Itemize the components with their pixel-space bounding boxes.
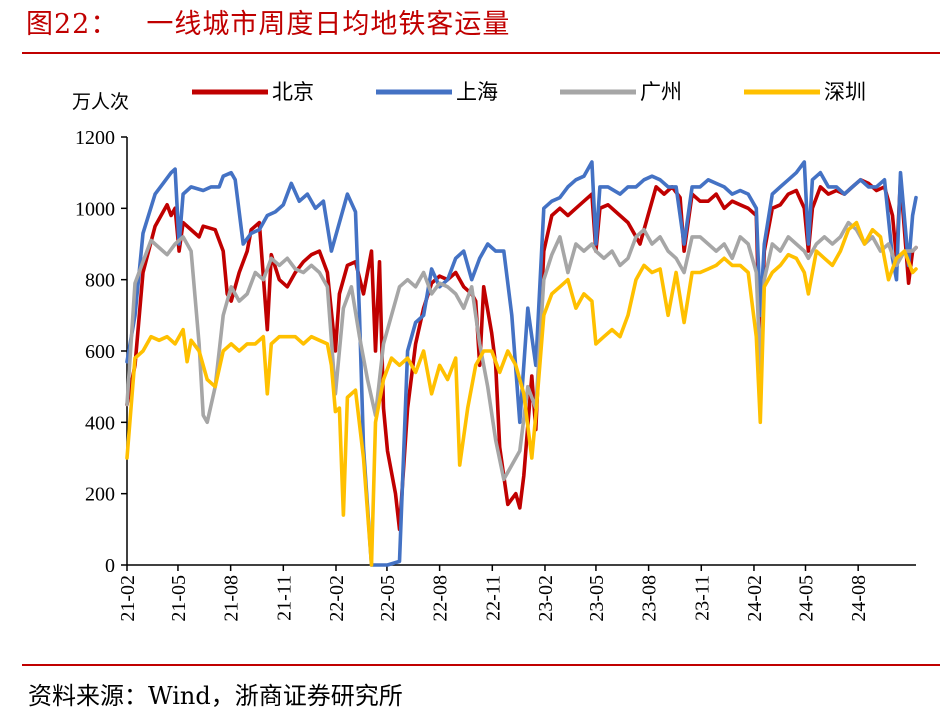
metro-ridership-chart: 万人次 北京 上海 广州 深圳 0 200 400 600 800 1000 1200 21-02… xyxy=(72,80,918,622)
series-line-2 xyxy=(125,160,918,567)
x-tick-label: 22-11 xyxy=(482,575,504,621)
y-tick-label: 800 xyxy=(85,270,115,292)
y-axis-unit: 万人次 xyxy=(72,91,129,113)
series-line-4 xyxy=(125,220,918,567)
figure-number: 图22： xyxy=(26,9,119,40)
legend-label-4: 深圳 xyxy=(824,80,866,104)
x-tick-label: 22-02 xyxy=(326,575,348,622)
title-rule xyxy=(22,52,940,54)
y-tick-label: 600 xyxy=(85,341,115,363)
y-tick-label: 1200 xyxy=(75,127,115,149)
figure-title: 图22： 一线城市周度日均地铁客运量 xyxy=(26,2,510,41)
x-tick-label: 24-02 xyxy=(744,575,766,622)
x-tick-label: 21-08 xyxy=(221,575,243,622)
x-tick-label: 23-05 xyxy=(586,575,608,622)
x-tick-label: 22-05 xyxy=(377,575,399,622)
series-lines xyxy=(125,160,918,567)
legend: 北京 上海 广州 深圳 xyxy=(192,80,866,104)
y-tick-label: 200 xyxy=(85,484,115,506)
x-tick-label: 23-11 xyxy=(691,575,713,621)
x-tick-label: 22-08 xyxy=(430,575,452,622)
x-tick-label: 21-11 xyxy=(273,575,295,621)
source-rule xyxy=(22,664,940,666)
x-tick-label: 24-05 xyxy=(795,575,817,622)
series-line-1 xyxy=(125,178,918,532)
legend-label-3: 广州 xyxy=(640,80,682,104)
y-tick-label: 400 xyxy=(85,412,115,434)
x-tick-label: 23-08 xyxy=(639,575,661,622)
legend-label-2: 上海 xyxy=(456,80,498,104)
x-tick-label: 23-02 xyxy=(535,575,557,622)
x-axis: 21-02 21-05 21-08 21-11 22-02 22-05 22-08 22-11… xyxy=(117,564,916,622)
y-axis: 0 200 400 600 800 1000 1200 xyxy=(75,127,128,577)
source-note: 资料来源：Wind，浙商证券研究所 xyxy=(28,682,403,710)
series-line-3 xyxy=(125,220,918,482)
x-tick-label: 21-02 xyxy=(117,575,139,622)
y-tick-label: 1000 xyxy=(75,198,115,220)
x-tick-label: 21-05 xyxy=(168,575,190,622)
figure-title-text: 一线城市周度日均地铁客运量 xyxy=(146,9,511,40)
legend-label-1: 北京 xyxy=(272,80,314,104)
x-tick-label: 24-08 xyxy=(848,575,870,622)
y-tick-label: 0 xyxy=(105,555,115,577)
